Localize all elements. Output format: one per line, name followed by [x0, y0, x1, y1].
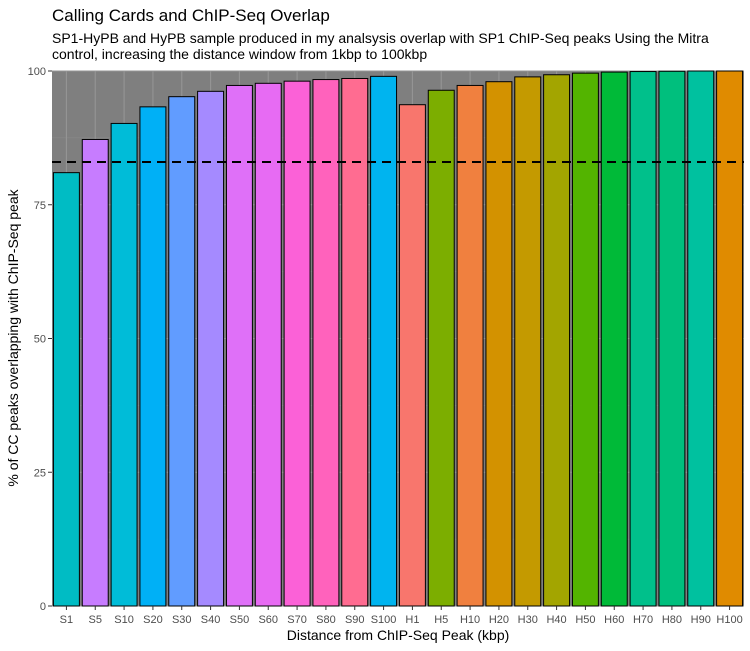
- x-tick-label: H20: [489, 614, 509, 626]
- x-tick-label: S30: [172, 614, 192, 626]
- bar-H100: [716, 70, 744, 607]
- x-tick-label: S1: [60, 614, 73, 626]
- x-tick-label: S20: [143, 614, 163, 626]
- y-tick-label: 25: [34, 467, 46, 479]
- bar-S80: [312, 79, 340, 607]
- x-tick-label: S10: [114, 614, 134, 626]
- bar-H80: [658, 70, 686, 607]
- x-tick-label: H80: [662, 614, 682, 626]
- bar-H5: [427, 89, 455, 607]
- y-axis-ticks: 0 25 50 75 100: [28, 66, 52, 613]
- x-tick-label: H100: [716, 614, 742, 626]
- bar-S5: [81, 138, 109, 607]
- x-tick-label: S80: [316, 614, 336, 626]
- bar-H1: [398, 104, 426, 607]
- chart-title: Calling Cards and ChIP-Seq Overlap: [52, 6, 330, 25]
- bar-H10: [456, 84, 484, 607]
- bar-S1: [52, 172, 80, 607]
- x-tick-label: H90: [691, 614, 711, 626]
- bar-H60: [600, 71, 628, 607]
- x-tick-label: S70: [287, 614, 307, 626]
- y-axis-title: % of CC peaks overlapping with ChIP-Seq …: [5, 188, 21, 486]
- bar-S100: [370, 75, 398, 607]
- bar-H20: [485, 81, 513, 607]
- x-tick-label: H30: [518, 614, 538, 626]
- x-tick-label: S100: [371, 614, 397, 626]
- bar-H70: [629, 71, 657, 607]
- chart-subtitle: SP1-HyPB and HyPB sample produced in my …: [52, 30, 709, 62]
- y-tick-label: 100: [28, 66, 46, 78]
- bar-S30: [168, 96, 196, 607]
- x-tick-label: H50: [575, 614, 595, 626]
- bar-S10: [110, 122, 138, 607]
- x-tick-label: S40: [201, 614, 221, 626]
- bar-H90: [687, 70, 715, 607]
- x-tick-label: H1: [405, 614, 419, 626]
- bar-S50: [225, 84, 253, 607]
- bar-S40: [197, 90, 225, 607]
- y-tick-label: 0: [40, 601, 46, 613]
- x-tick-label: H10: [460, 614, 480, 626]
- x-tick-label: S5: [89, 614, 102, 626]
- x-tick-label: S90: [345, 614, 365, 626]
- bar-H50: [571, 72, 599, 607]
- bar-H40: [543, 74, 571, 607]
- y-tick-label: 75: [34, 200, 46, 212]
- bar-S90: [341, 77, 369, 607]
- x-axis-title: Distance from ChIP-Seq Peak (kbp): [287, 627, 510, 643]
- x-tick-label: H60: [604, 614, 624, 626]
- x-axis-ticks: S1 S5 S10 S20 S30 S40 S50 S60 S70 S80 S90 S100 H1 H5 H…: [60, 606, 743, 626]
- bar-H30: [514, 76, 542, 607]
- x-tick-label: H40: [546, 614, 566, 626]
- x-tick-label: S50: [230, 614, 250, 626]
- x-tick-label: S60: [258, 614, 278, 626]
- x-tick-label: H70: [633, 614, 653, 626]
- x-tick-label: H5: [434, 614, 448, 626]
- y-tick-label: 50: [34, 334, 46, 346]
- bars: [52, 70, 744, 607]
- bar-S20: [139, 106, 167, 607]
- bar-S60: [254, 82, 282, 607]
- bar-S70: [283, 80, 311, 607]
